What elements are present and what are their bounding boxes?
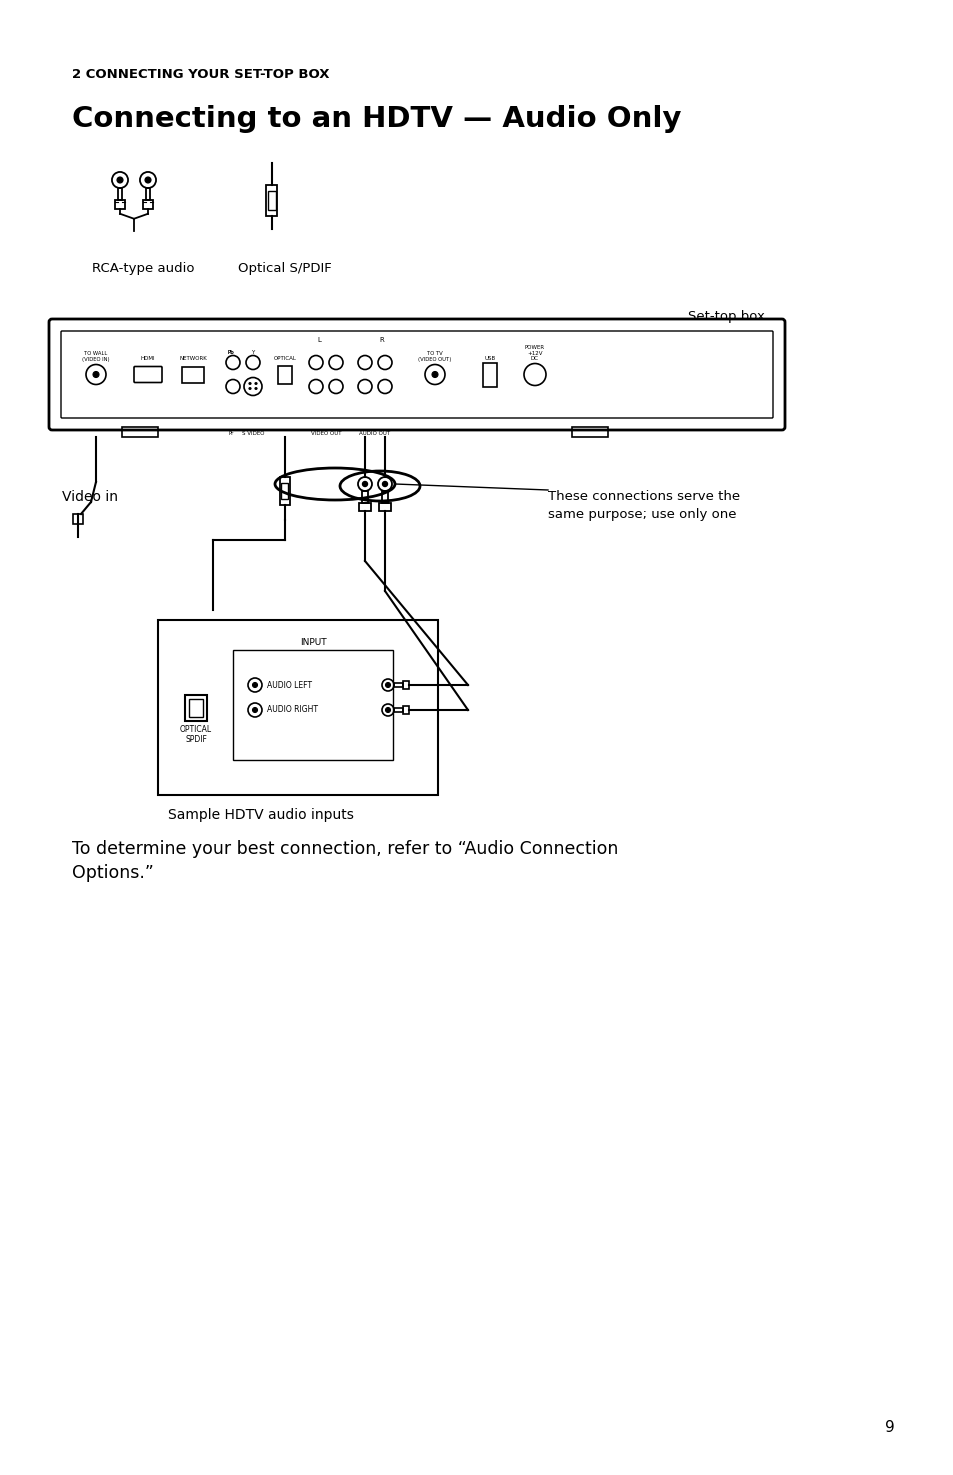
Bar <box>394 683 402 687</box>
Circle shape <box>254 382 257 385</box>
Text: These connections serve the: These connections serve the <box>547 490 740 503</box>
Bar <box>280 476 290 504</box>
Bar <box>233 650 393 760</box>
Text: AUDIO RIGHT: AUDIO RIGHT <box>267 705 317 714</box>
Bar <box>268 190 275 211</box>
Text: Pb: Pb <box>228 350 234 354</box>
Circle shape <box>385 708 390 712</box>
Text: OPTICAL: OPTICAL <box>274 357 296 361</box>
Circle shape <box>145 177 151 183</box>
Bar <box>361 491 368 503</box>
Text: Sample HDTV audio inputs: Sample HDTV audio inputs <box>168 808 354 822</box>
Circle shape <box>362 481 367 487</box>
Bar <box>73 513 83 524</box>
Bar <box>358 503 371 510</box>
Text: RCA-type audio: RCA-type audio <box>91 263 194 274</box>
Bar <box>572 426 607 437</box>
Circle shape <box>249 382 251 385</box>
Text: Optical S/PDIF: Optical S/PDIF <box>237 263 332 274</box>
Circle shape <box>385 683 390 687</box>
Bar <box>381 491 388 503</box>
Text: Y: Y <box>251 350 254 354</box>
Text: same purpose; use only one: same purpose; use only one <box>547 507 736 521</box>
Text: AUDIO LEFT: AUDIO LEFT <box>267 680 312 689</box>
Text: AUDIO OUT: AUDIO OUT <box>359 431 390 437</box>
Text: NETWORK: NETWORK <box>179 357 207 361</box>
Circle shape <box>432 372 437 378</box>
Bar <box>182 366 204 382</box>
Text: Pr: Pr <box>228 431 233 437</box>
Bar <box>185 695 207 721</box>
Bar <box>394 708 402 712</box>
Bar <box>378 503 391 510</box>
Text: VIDEO OUT: VIDEO OUT <box>311 431 341 437</box>
Text: Set-top box: Set-top box <box>687 310 764 323</box>
Text: OPTICAL
SPDIF: OPTICAL SPDIF <box>180 726 212 745</box>
Bar <box>266 184 277 215</box>
Circle shape <box>253 683 257 687</box>
Text: R: R <box>379 336 384 342</box>
Bar <box>158 620 437 795</box>
Circle shape <box>254 388 257 389</box>
Bar <box>189 699 203 717</box>
Text: To determine your best connection, refer to “Audio Connection: To determine your best connection, refer… <box>71 839 618 858</box>
Bar <box>117 187 122 199</box>
Bar <box>277 366 292 384</box>
Circle shape <box>382 481 387 487</box>
Text: HDMI: HDMI <box>140 357 155 361</box>
Bar <box>402 707 409 714</box>
Circle shape <box>253 708 257 712</box>
Circle shape <box>249 388 251 389</box>
Bar <box>281 482 288 499</box>
Text: TO WALL
(VIDEO IN): TO WALL (VIDEO IN) <box>82 351 110 361</box>
Text: Pb: Pb <box>228 350 234 354</box>
Bar <box>114 199 125 209</box>
Text: 2 CONNECTING YOUR SET-TOP BOX: 2 CONNECTING YOUR SET-TOP BOX <box>71 68 329 81</box>
Bar <box>146 187 151 199</box>
Circle shape <box>92 372 99 378</box>
Bar <box>482 363 497 386</box>
Circle shape <box>117 177 123 183</box>
Text: POWER
+12V
DC: POWER +12V DC <box>524 345 544 361</box>
Bar <box>122 426 158 437</box>
Text: 9: 9 <box>884 1420 894 1435</box>
Text: TO TV
(VIDEO OUT): TO TV (VIDEO OUT) <box>417 351 451 361</box>
Bar <box>402 681 409 689</box>
Text: Connecting to an HDTV — Audio Only: Connecting to an HDTV — Audio Only <box>71 105 680 133</box>
Text: USB: USB <box>484 357 495 361</box>
Text: Video in: Video in <box>62 490 118 504</box>
Text: Options.”: Options.” <box>71 864 153 882</box>
Text: L: L <box>316 336 320 342</box>
Text: S VIDEO: S VIDEO <box>241 431 264 437</box>
Text: INPUT: INPUT <box>299 639 326 648</box>
Bar <box>143 199 153 209</box>
